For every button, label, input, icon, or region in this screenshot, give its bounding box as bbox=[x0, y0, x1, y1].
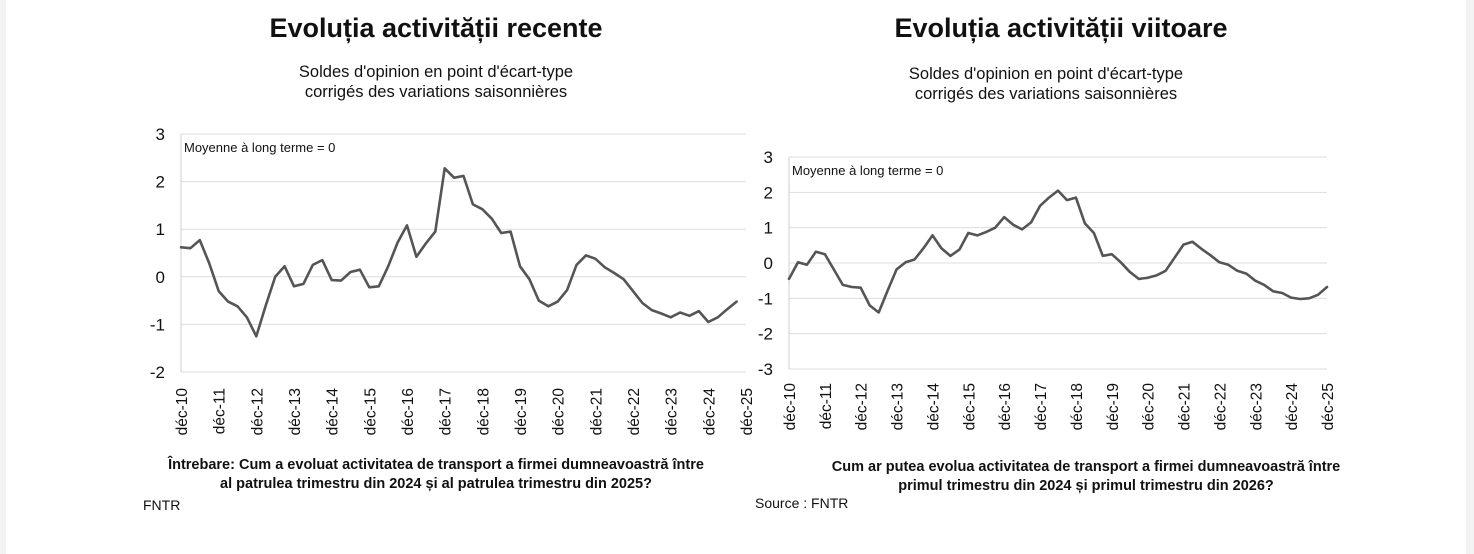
chart-2-x-tick-label: déc-22 bbox=[1212, 383, 1229, 430]
chart-2-x-tick-label: déc-12 bbox=[854, 383, 871, 430]
chart-1-question: Întrebare: Cum a evoluat activitatea de … bbox=[168, 457, 704, 492]
chart-2-y-tick-label: 0 bbox=[764, 254, 773, 273]
chart-1-x-tick-label: déc-18 bbox=[475, 388, 492, 435]
chart-1-y-tick-label: 2 bbox=[156, 173, 165, 192]
chart-2-y-tick-label: -1 bbox=[758, 289, 773, 308]
chart-2-y-tick-label: 2 bbox=[764, 183, 773, 202]
chart-2-source: Source : FNTR bbox=[755, 495, 849, 511]
chart-1-x-tick-label: déc-22 bbox=[626, 388, 643, 435]
chart-1-y-tick-label: 1 bbox=[156, 220, 165, 239]
chart-1-x-tick-label: déc-25 bbox=[739, 388, 756, 435]
chart-1-title: Evoluția activității recente bbox=[269, 13, 603, 43]
chart-1-x-tick-label: déc-13 bbox=[287, 388, 304, 435]
chart-1-x-tick-label: déc-19 bbox=[513, 388, 530, 435]
chart-2-x-tick-label: déc-11 bbox=[818, 383, 835, 429]
chart-2-series-line-1 bbox=[787, 189, 1329, 314]
chart-2-y-tick-label: 3 bbox=[764, 148, 773, 167]
chart-1-source: FNTR bbox=[143, 497, 181, 513]
chart-1-x-tick-label: déc-10 bbox=[174, 388, 191, 436]
chart-1-x-tick-label: déc-12 bbox=[249, 388, 266, 435]
chart-2-x-tick-label: déc-15 bbox=[961, 383, 978, 430]
chart-1-y-tick-label: -2 bbox=[150, 363, 165, 382]
chart-1-x-tick-label: déc-24 bbox=[701, 388, 718, 436]
chart-2-y-tick-label: 1 bbox=[764, 219, 773, 238]
chart-2-x-tick-label: déc-20 bbox=[1141, 383, 1158, 431]
figure-canvas: Evoluția activității recente Soldes d'op… bbox=[6, 0, 1466, 554]
chart-2-y-tick-label: -3 bbox=[758, 360, 773, 379]
chart-1-x-tick-label: déc-17 bbox=[438, 388, 455, 435]
chart-1-annotation: Moyenne à long terme = 0 bbox=[184, 140, 335, 155]
chart-1-y-tick-label: 3 bbox=[156, 125, 165, 144]
chart-2-question: Cum ar putea evolua activitatea de trans… bbox=[831, 459, 1341, 494]
chart-2-x-tick-label: déc-18 bbox=[1069, 383, 1086, 430]
chart-2-y-tick-label: -2 bbox=[758, 325, 773, 344]
chart-1-x-tick-label: déc-23 bbox=[664, 388, 681, 435]
chart-1-y-tick-label: -1 bbox=[150, 315, 165, 334]
chart-2-x-tick-label: déc-16 bbox=[997, 383, 1014, 430]
chart-1-y-tick-label: 0 bbox=[156, 268, 165, 287]
chart-2-x-tick-label: déc-21 bbox=[1177, 383, 1194, 430]
chart-2-x-tick-label: déc-25 bbox=[1320, 383, 1337, 430]
chart-1-plot: 3 2 1 0 -1 -2 déc-10 déc-11 déc-12 déc-13 déc-14 dé… bbox=[150, 125, 756, 436]
chart-1-x-tick-label: déc-11 bbox=[212, 388, 229, 434]
chart-1-series-line-1 bbox=[179, 166, 738, 338]
chart-1-x-tick-label: déc-15 bbox=[362, 388, 379, 435]
chart-2-x-tick-label: déc-24 bbox=[1284, 383, 1301, 431]
chart-2-title: Evoluția activității viitoare bbox=[894, 13, 1228, 43]
chart-2-x-tick-label: déc-23 bbox=[1248, 383, 1265, 430]
chart-2-subtitle: Soldes d'opinion en point d'écart-type c… bbox=[908, 65, 1184, 103]
chart-1-x-tick-label: déc-21 bbox=[588, 388, 605, 435]
chart-2-x-tick-label: déc-19 bbox=[1105, 383, 1122, 430]
chart-1-x-tick-label: déc-16 bbox=[400, 388, 417, 435]
chart-2-x-tick-label: déc-13 bbox=[890, 383, 907, 430]
chart-1-x-tick-label: déc-14 bbox=[325, 388, 342, 436]
chart-1-x-tick-label: déc-20 bbox=[551, 388, 568, 436]
chart-2-x-tick-label: déc-14 bbox=[925, 383, 942, 431]
chart-1-subtitle: Soldes d'opinion en point d'écart-type c… bbox=[298, 63, 574, 101]
chart-2-annotation: Moyenne à long terme = 0 bbox=[792, 163, 943, 178]
chart-2-x-tick-label: déc-17 bbox=[1033, 383, 1050, 430]
chart-2-x-tick-label: déc-10 bbox=[782, 383, 799, 431]
chart-2-plot: 3 2 1 0 -1 -2 -3 déc-10 déc-11 déc-12 déc-13 déc-14… bbox=[758, 148, 1337, 431]
